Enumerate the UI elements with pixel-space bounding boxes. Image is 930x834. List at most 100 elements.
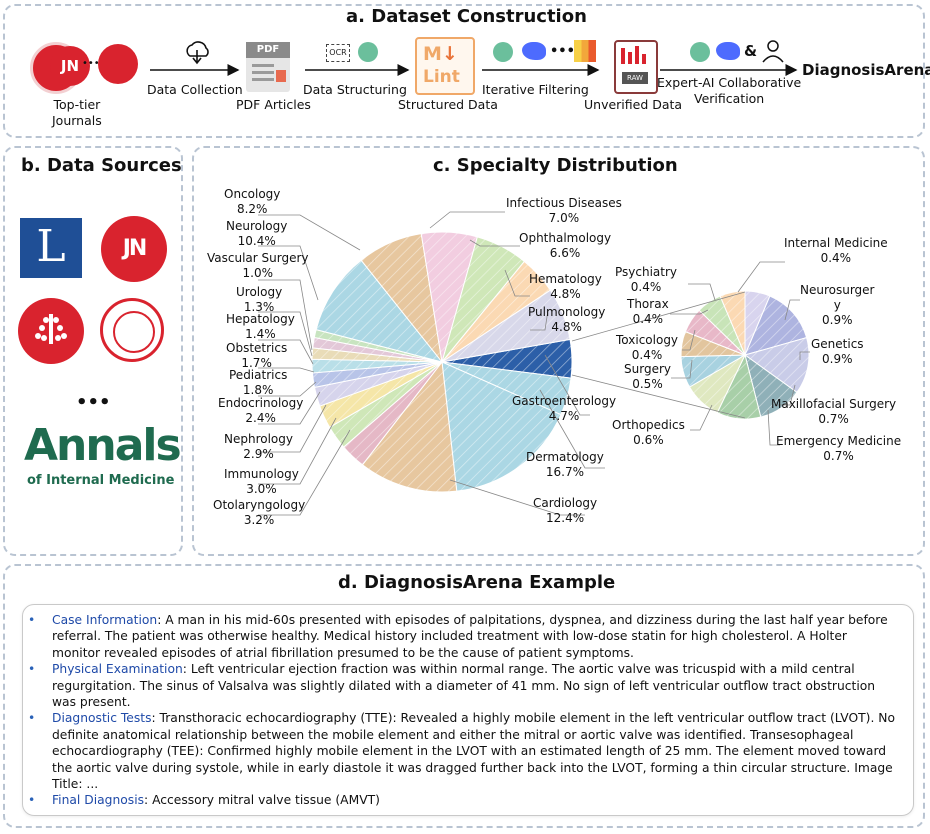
mistral-icon: [574, 40, 596, 62]
example-card: [22, 604, 914, 816]
label-hepatology: Hepatology 1.4%: [226, 312, 295, 341]
label-nephrology: Nephrology 2.9%: [224, 432, 293, 461]
chatgpt-icon: [358, 42, 378, 62]
label-orthopedics: Orthopedics 0.6%: [612, 418, 685, 447]
ellipsis-dots: •••: [82, 58, 100, 69]
final-diagnosis-key: Final Diagnosis: [52, 793, 145, 808]
sub-pie-slice-hatch: [681, 331, 745, 357]
specialty-pie-chart: [258, 211, 810, 516]
bullet-icon: •: [28, 711, 36, 726]
annals-logo-title: Annals: [24, 420, 182, 471]
list-item: • Physical Examination: Left ventricular …: [26, 661, 896, 710]
main-pie-slice-hatch: [362, 362, 457, 493]
main-pie-slice-hatch: [329, 362, 442, 448]
label-vascular-surgery: Vascular Surgery 1.0%: [207, 251, 309, 280]
diagnostic-tests-text: : Transthoracic echocardiography (TTE): …: [52, 711, 895, 792]
list-item: • Case Information: A man in his mid-60s …: [26, 612, 896, 661]
panel-c-title: c. Specialty Distribution: [433, 155, 678, 176]
bullet-icon: •: [28, 793, 36, 808]
label-ophthalmology: Ophthalmology 6.6%: [519, 231, 612, 260]
label-genetics: Genetics 0.9%: [811, 337, 864, 366]
list-item: • Final Diagnosis: Accessory mitral valve…: [26, 792, 896, 808]
markdown-lint-icon: M↓ Lint: [415, 37, 475, 95]
sub-pie-slice-hatch: [699, 296, 745, 355]
main-pie-slice-hatch: [442, 362, 561, 492]
panel-d-title: d. DiagnosisArena Example: [338, 572, 616, 593]
sub-pie-slice-hatch: [689, 355, 745, 413]
label-emergency-medicine: Emergency Medicine 0.7%: [776, 434, 902, 463]
panel-specialty-distribution: [192, 146, 925, 556]
lancet-logo: L: [20, 218, 82, 278]
diagnostic-tests-key: Diagnostic Tests: [52, 711, 152, 726]
main-pie-slice-hatch: [312, 362, 442, 388]
label-pulmonology: Pulmonology 4.8%: [528, 305, 606, 334]
panel-data-sources: [3, 146, 183, 556]
diagnosisarena-label: DiagnosisArena: [802, 61, 930, 79]
example-list: • Case Information: A man in his mid-60s …: [26, 612, 896, 809]
label-immunology: Immunology 3.0%: [224, 467, 299, 496]
main-pie-slice-hatch: [319, 362, 442, 428]
ocr-icon: OCR: [326, 44, 350, 62]
list-item: • Diagnostic Tests: Transthoracic echocar…: [26, 710, 896, 792]
lungs-logo: [18, 298, 84, 364]
nejm-seal-logo: [100, 298, 164, 362]
jn-logo: JN: [101, 216, 167, 282]
label-maxillofacial-surgery: Maxillofacial Surgery 0.7%: [771, 397, 897, 426]
label-toxicology: Toxicology 0.4%: [616, 333, 679, 362]
label-endocrinology: Endocrinology 2.4%: [218, 396, 304, 425]
sub-pie-slice-hatch: [681, 355, 745, 387]
flow-arrows: [150, 64, 798, 76]
main-pie-slice-hatch: [316, 260, 442, 362]
sub-pie-slice-hatch: [720, 291, 745, 355]
label-infectious-diseases: Infectious Diseases 7.0%: [506, 196, 622, 225]
label-neurosurgery: Neurosurger y 0.9%: [800, 283, 875, 327]
panel-a-title: a. Dataset Construction: [346, 6, 587, 27]
label-otolaryngology: Otolaryngology 3.2%: [213, 498, 306, 527]
main-pie-slice-hatch: [361, 233, 442, 362]
chatgpt-icon: [690, 42, 710, 62]
label-hematology: Hematology 4.8%: [529, 272, 602, 301]
label-gastroenterology: Gastroenterology 4.7%: [512, 394, 617, 423]
label-oncology: Oncology 8.2%: [224, 187, 281, 216]
panel-diagnosisarena-example: [3, 564, 925, 828]
sub-pie-slice-hatch: [745, 296, 807, 355]
deepseek-whale-icon: [716, 42, 740, 60]
journals-label: Top-tier Journals: [52, 97, 102, 128]
panel-b-title: b. Data Sources: [21, 155, 182, 176]
sub-pie-slice-hatch: [717, 355, 761, 419]
more-sources-ellipsis: •••: [76, 392, 111, 413]
label-thorax: Thorax 0.4%: [627, 297, 669, 326]
chatgpt-icon: [493, 42, 513, 62]
main-pie-slice-hatch: [421, 232, 478, 362]
cloud-download-icon: [186, 41, 209, 65]
step-pdf-articles: PDF Articles: [236, 97, 311, 112]
main-pie-slice-hatch: [442, 339, 572, 379]
main-pie-slice-hatch: [343, 362, 442, 465]
final-diagnosis-text: : Accessory mitral valve tissue (AMVT): [144, 793, 380, 808]
step-structured-data: Structured Data: [398, 97, 498, 112]
annals-logo-subtitle: of Internal Medicine: [27, 473, 175, 488]
panel-dataset-construction: [3, 4, 925, 138]
label-cardiology: Cardiology 12.4%: [533, 496, 598, 525]
label-pediatrics: Pediatrics 1.8%: [229, 368, 288, 397]
step-expert-ai-verification: Expert-AI Collaborative Verification: [657, 75, 802, 106]
main-pie-slice-hatch: [442, 362, 571, 415]
label-internal-medicine: Internal Medicine 0.4%: [784, 236, 888, 265]
raw-data-icon: RAW: [614, 40, 658, 94]
ellipsis-dots: •••: [550, 44, 575, 59]
doctor-icon: [762, 40, 784, 63]
sub-pie-slice-hatch: [745, 337, 810, 393]
case-information-text: : A man in his mid-60s presented with ep…: [52, 613, 888, 660]
main-pie-slice-hatch: [442, 290, 571, 362]
bullet-icon: •: [28, 613, 36, 627]
step-iterative-filtering: Iterative Filtering: [482, 82, 589, 97]
main-pie-slice-hatch: [442, 261, 551, 362]
deepseek-whale-icon: [522, 42, 546, 60]
pdf-file-icon: PDF: [246, 42, 290, 92]
sub-pie-slice-hatch: [685, 310, 745, 355]
ampersand-text: &: [744, 42, 758, 60]
step-data-collection: Data Collection: [147, 82, 243, 97]
main-pie-slice-hatch: [314, 362, 442, 407]
label-psychiatry: Psychiatry 0.4%: [615, 265, 678, 294]
case-information-key: Case Information: [52, 613, 158, 627]
